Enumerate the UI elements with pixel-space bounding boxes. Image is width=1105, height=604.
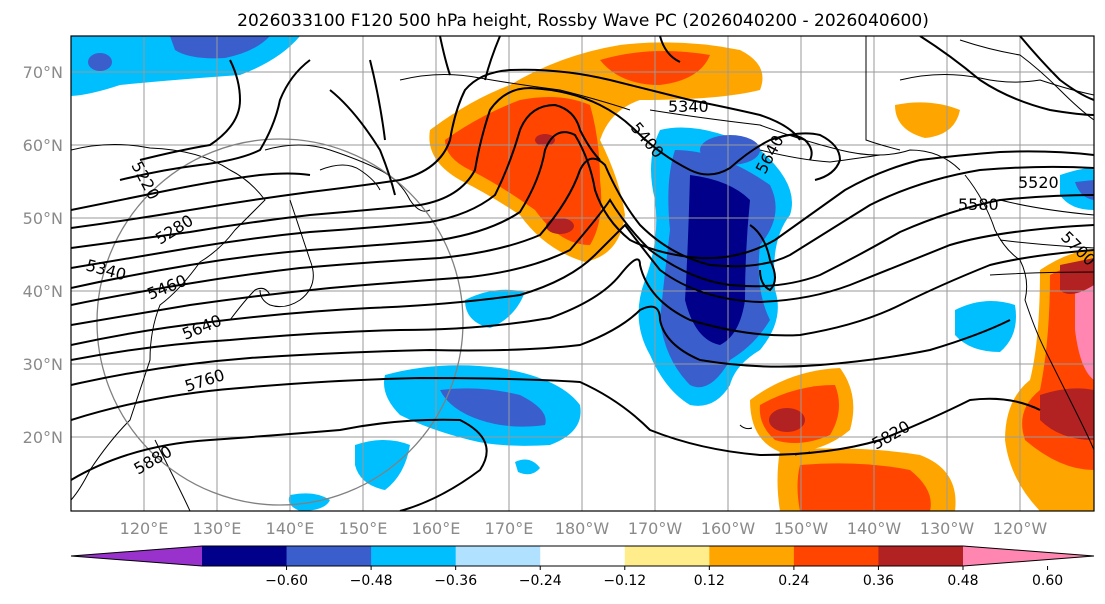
contour-label-5340-east: 5340 [668, 97, 709, 116]
lat-label-40n: 40°N [23, 282, 63, 301]
neg-anomaly-small-4 [515, 459, 540, 475]
colorbar-tick-label: 0.36 [863, 573, 894, 589]
neg-anomaly-nw-small [88, 53, 112, 71]
colorbar-swatch [793, 546, 879, 566]
pos-anomaly-south-inner [797, 463, 931, 511]
colorbar-tick-label: 0.12 [694, 573, 725, 589]
pos-anomaly-mexico-core [1040, 388, 1094, 440]
colorbar-tick-label: 0.60 [1032, 573, 1063, 589]
neg-anomaly-nw-core [170, 36, 270, 59]
lon-label-120e: 120°E [120, 519, 169, 538]
lon-label-140e: 140°E [266, 519, 315, 538]
colorbar: −0.60 −0.48 −0.36 −0.24 −0.12 0.12 0.24 0.36 0.4… [70, 545, 1095, 589]
gridlines [71, 36, 1094, 511]
neg-anomaly-upper [700, 135, 760, 165]
coastlines [71, 36, 1094, 511]
height-contours [71, 36, 1094, 511]
colorbar-tick-label: 0.24 [778, 573, 809, 589]
map-panel: 5220 5280 5340 5460 5640 5760 5880 5820 … [70, 35, 1095, 512]
colorbar-swatch [540, 546, 626, 566]
map-frame [70, 35, 1095, 512]
neg-anomaly-small-2 [355, 440, 410, 490]
colorbar-tick-label: −0.60 [265, 573, 308, 589]
neg-anomaly-subtropic-core [440, 388, 546, 427]
lon-label-160w: 160°W [701, 519, 756, 538]
lon-label-130e: 130°E [193, 519, 242, 538]
colorbar-swatch [371, 546, 457, 566]
pos-anomaly-hawaii-core [769, 408, 805, 432]
colorbar-tick-label: −0.36 [434, 573, 477, 589]
lon-label-170e: 170°E [485, 519, 534, 538]
contour-label-5520: 5520 [1018, 173, 1059, 192]
lon-label-130w: 130°W [920, 519, 975, 538]
lon-label-180w: 180°W [555, 519, 610, 538]
colorbar-tick-label: −0.48 [350, 573, 393, 589]
neg-anomaly-east-edge [1060, 168, 1094, 210]
pos-anomaly-mexico-pink [1075, 275, 1094, 380]
pos-anomaly-alaska-inner [445, 96, 602, 245]
colorbar-tick-label: −0.12 [603, 573, 646, 589]
lat-label-70n: 70°N [23, 63, 63, 82]
colorbar-swatch [286, 546, 372, 566]
lat-label-30n: 30°N [23, 355, 63, 374]
reference-circle [96, 138, 464, 506]
lon-label-170w: 170°W [628, 519, 683, 538]
pos-anomaly-core [546, 218, 574, 234]
colorbar-outline [70, 545, 1095, 567]
colorbar-extend-high [963, 546, 1094, 566]
colorbar-swatch [455, 546, 541, 566]
lon-tick-labels: 120°E 130°E 140°E 150°E 160°E 170°E 180°… [120, 519, 1048, 538]
colorbar-tick-label: −0.24 [519, 573, 562, 589]
lon-label-160e: 160°E [412, 519, 461, 538]
contour-label-5580: 5580 [958, 195, 999, 214]
pos-anomaly-canada [895, 102, 960, 138]
shading-layer [71, 36, 1094, 511]
colorbar-tick-label: 0.48 [947, 573, 978, 589]
colorbar-swatch [709, 546, 795, 566]
pos-anomaly-mexico-core2 [1060, 258, 1094, 294]
pos-anomaly-core2 [535, 134, 555, 146]
lat-label-60n: 60°N [23, 136, 63, 155]
lat-label-20n: 20°N [23, 428, 63, 447]
lon-label-150e: 150°E [339, 519, 388, 538]
lon-label-150w: 150°W [774, 519, 829, 538]
colorbar-swatch [878, 546, 964, 566]
lat-tick-labels: 20°N 30°N 40°N 50°N 60°N 70°N [23, 63, 63, 447]
figure-title: 2026033100 F120 500 hPa height, Rossby W… [237, 11, 929, 31]
neg-anomaly-west-us [955, 301, 1016, 352]
colorbar-swatch [624, 546, 710, 566]
lon-label-120w: 120°W [993, 519, 1048, 538]
lat-label-50n: 50°N [23, 209, 63, 228]
colorbar-swatch [202, 546, 288, 566]
lon-label-140w: 140°W [847, 519, 902, 538]
colorbar-extend-low [71, 546, 202, 566]
